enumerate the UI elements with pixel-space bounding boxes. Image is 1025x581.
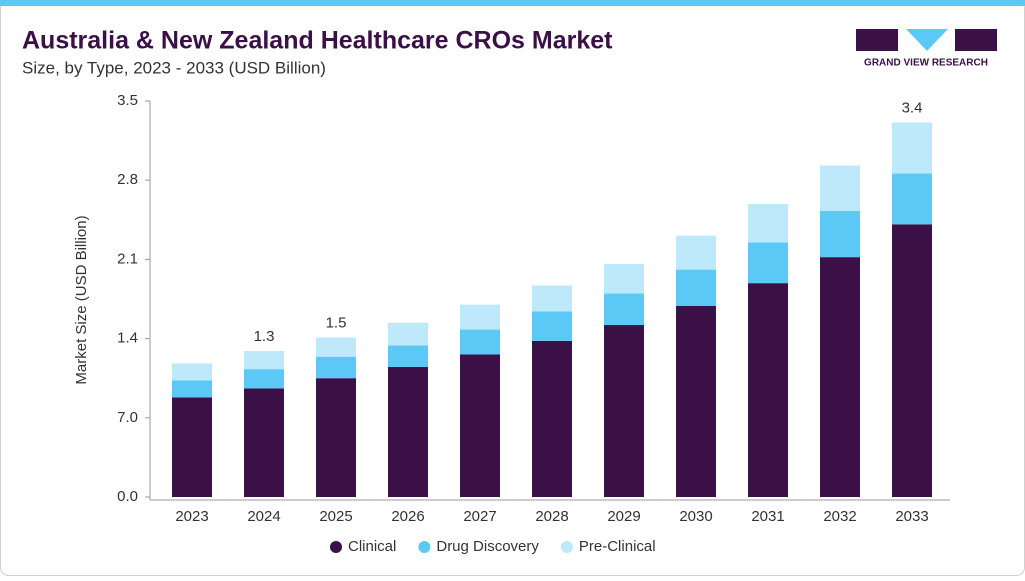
total-label: 1.3 <box>254 328 275 345</box>
bar-segment <box>820 165 860 211</box>
y-tick-label: 1.4 <box>117 330 138 347</box>
x-tick-label: 2028 <box>535 508 568 525</box>
bar-segment <box>388 345 428 367</box>
top-strip <box>0 0 1025 6</box>
bar-segment <box>892 224 932 497</box>
bar-segment <box>172 397 212 497</box>
bar-segment <box>388 366 428 497</box>
bar-segment <box>676 269 716 306</box>
y-tick-label: 2.8 <box>117 171 138 188</box>
bar-segment <box>748 283 788 497</box>
legend: Clinical Drug Discovery Pre-Clinical <box>330 538 656 555</box>
y-tick-label: 0.0 <box>117 488 138 505</box>
bar-segment <box>532 311 572 341</box>
x-tick-label: 2023 <box>175 508 208 525</box>
legend-label: Pre-Clinical <box>579 538 656 555</box>
x-tick-label: 2025 <box>319 508 352 525</box>
x-tick-label: 2033 <box>895 508 928 525</box>
bar-segment <box>316 356 356 379</box>
bar-segment <box>748 242 788 284</box>
y-tick-label: 2.1 <box>117 250 138 267</box>
x-tick-label: 2029 <box>607 508 640 525</box>
bar-segment <box>676 235 716 270</box>
bar-segment <box>244 388 284 497</box>
legend-label: Drug Discovery <box>436 538 539 555</box>
bar-segment <box>676 305 716 497</box>
legend-swatch <box>560 541 573 553</box>
bar-segment <box>892 173 932 225</box>
chart-title: Australia & New Zealand Healthcare CROs … <box>22 27 613 55</box>
bar-segment <box>604 263 644 294</box>
bar-segment <box>748 203 788 243</box>
logo: GRAND VIEW RESEARCH <box>856 29 997 69</box>
logo-block <box>955 29 997 51</box>
x-tick-label: 2026 <box>391 508 424 525</box>
x-tick-label: 2027 <box>463 508 496 525</box>
x-tick-label: 2024 <box>247 508 280 525</box>
y-axis-label: Market Size (USD Billion) <box>73 215 90 384</box>
brand: GRAND VIEW RESEARCH <box>864 58 988 69</box>
bar-segment <box>820 257 860 497</box>
legend-swatch <box>418 541 431 553</box>
bar-segment <box>460 354 500 497</box>
bar-segment <box>604 325 644 497</box>
x-tick-label: 2032 <box>823 508 856 525</box>
bar-segment <box>820 210 860 258</box>
logo-triangle <box>906 29 948 51</box>
bar-segment <box>892 122 932 174</box>
bar-segment <box>172 380 212 398</box>
bar-segment <box>172 363 212 381</box>
bar-segment <box>532 285 572 312</box>
bar-segment <box>316 337 356 357</box>
bar-segment <box>532 340 572 497</box>
bar-segment <box>460 329 500 355</box>
chart-subtitle: Size, by Type, 2023 - 2033 (USD Billion) <box>22 58 326 77</box>
y-tick-label: 7.0 <box>117 409 138 426</box>
x-tick-label: 2030 <box>679 508 712 525</box>
x-tick-label: 2031 <box>751 508 784 525</box>
total-label: 3.4 <box>902 99 923 116</box>
logo-block <box>856 29 898 51</box>
bar-segment <box>244 351 284 370</box>
bar-segment <box>460 304 500 330</box>
total-label: 1.5 <box>326 314 347 331</box>
y-tick-label: 3.5 <box>117 92 138 109</box>
bar-segment <box>316 378 356 497</box>
bar-segment <box>244 369 284 389</box>
bar-segment <box>388 322 428 346</box>
bar-segment <box>604 293 644 326</box>
legend-label: Clinical <box>348 538 396 555</box>
legend-swatch <box>330 541 342 553</box>
